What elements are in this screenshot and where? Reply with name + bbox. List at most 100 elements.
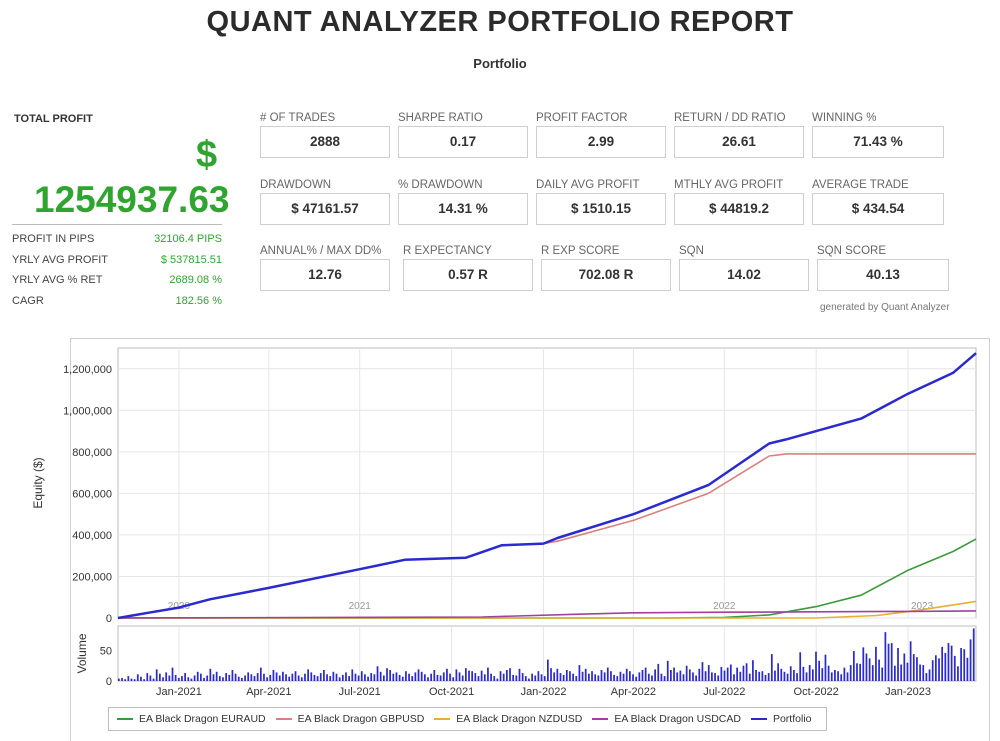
volume-bar [477,676,480,681]
legend-swatch [750,718,767,720]
volume-bar [644,667,647,681]
volume-bar [884,632,887,681]
volume-bar [348,676,350,681]
metric-drawdown: DRAWDOWN $ 47161.57 [260,177,390,225]
volume-bar [373,674,376,681]
volume-bar [950,645,953,681]
volume-bar [455,669,458,681]
volume-bar [442,672,445,681]
volume-bar [957,666,959,681]
volume-bar [588,673,590,681]
volume-bar [282,671,284,681]
volume-bar [222,677,224,681]
volume-bar [559,673,562,681]
metric-label: DRAWDOWN [260,179,332,191]
volume-bar [159,673,161,681]
volume-bar [701,662,704,681]
volume-bar [241,677,243,681]
volume-bar [209,668,212,681]
metric-monthly-avg: MTHLY AVG PROFIT $ 44819.2 [674,177,804,225]
volume-bar [625,668,628,681]
volume-bar [272,670,275,681]
legend-swatch [117,718,133,720]
x-tick-label: Apr-2022 [611,686,656,698]
volume-bar [152,678,155,681]
volume-bar [231,670,234,681]
volume-bar [367,676,369,681]
volume-bar [364,674,366,681]
volume-bar [824,654,827,681]
volume-bar [136,674,139,681]
metric-daily-avg: DAILY AVG PROFIT $ 1510.15 [536,177,666,225]
metric-value: 0.57 R [403,259,533,291]
volume-bar [777,663,779,681]
volume-bar [288,676,291,681]
volume-bar [509,668,511,681]
metric-value: 0.17 [398,126,528,158]
metric-label: % DRAWDOWN [398,179,483,191]
legend-label: Portfolio [772,713,812,725]
volume-bar [572,673,574,681]
volume-bar [632,674,634,681]
volume-bar [931,660,934,681]
volume-bar [739,671,742,681]
volume-bar [411,676,414,681]
stat-label: CAGR [12,294,44,307]
volume-bar [802,666,805,681]
legend-label: EA Black Dragon GBPUSD [297,713,425,725]
volume-bar [670,670,672,681]
y-tick-label: 0 [106,613,112,625]
volume-bar [805,672,808,681]
volume-bar [499,671,502,681]
metric-label: MTHLY AVG PROFIT [674,179,784,191]
volume-bar [903,653,906,681]
volume-bar [748,673,751,681]
volume-bar [162,677,164,681]
metric-label: R EXPECTANCY [403,245,492,257]
metric-value: 2.99 [536,126,666,158]
volume-bar [547,659,549,681]
metric-trades: # OF TRADES 2888 [260,110,390,158]
volume-bar [512,674,515,681]
volume-bar [597,675,600,681]
volume-bar [297,675,300,681]
volume-axis-label: Volume [75,633,89,673]
volume-bar [764,674,767,681]
volume-bar [430,673,433,681]
volume-bar [629,671,631,681]
stat-value: $ 537815.51 [160,253,222,266]
metric-label: R EXP SCORE [541,245,620,257]
volume-bar [676,672,679,681]
volume-bar [641,670,644,681]
report-title: QUANT ANALYZER PORTFOLIO REPORT [206,6,794,38]
volume-bar [256,673,259,681]
stat-value: 32106.4 PIPS [154,233,222,245]
volume-bar [862,647,865,681]
volume-bar [300,677,303,681]
volume-bar [474,673,477,681]
volume-bar [774,670,776,681]
volume-bar [647,673,650,681]
y-tick-label: 1,200,000 [63,364,112,376]
legend-item: EA Black Dragon NZDUSD [434,713,582,725]
volume-bar [843,667,846,681]
stat-value: 182.56 % [175,294,222,307]
volume-bar [569,671,571,681]
metric-pct-drawdown: % DRAWDOWN 14.31 % [398,177,528,225]
volume-bar [480,670,483,681]
metric-label: # OF TRADES [260,112,336,124]
volume-bar [269,674,272,681]
volume-bar [401,676,404,681]
volume-bar [395,672,398,681]
volume-bar [934,655,937,681]
volume-bar [679,670,682,681]
volume-bar [767,673,770,681]
volume-bar [720,666,723,681]
metric-annual-dd: ANNUAL% / MAX DD% 12.76 [260,243,390,291]
volume-bar [187,677,190,681]
volume-bar [250,674,253,681]
volume-bar [228,674,231,681]
metric-sqn-score: SQN SCORE 40.13 [817,243,949,291]
total-profit-label: TOTAL PROFIT [14,113,93,125]
volume-bar [619,671,622,681]
